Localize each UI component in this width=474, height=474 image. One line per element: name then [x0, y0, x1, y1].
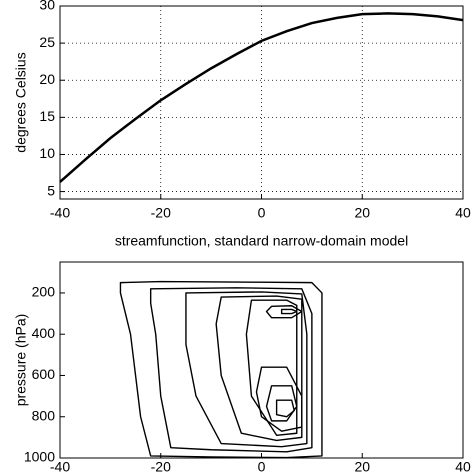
- contour-line: [265, 385, 298, 422]
- x-tick-label: 20: [354, 459, 370, 474]
- x-tick-label: -40: [50, 459, 70, 474]
- x-tick-label: -20: [151, 459, 171, 474]
- y-axis-label: pressure (hPa): [13, 314, 29, 407]
- y-tick-label: 30: [39, 0, 55, 13]
- contour-line: [275, 399, 295, 418]
- x-tick-label: 40: [455, 459, 471, 474]
- contour-line: [280, 308, 298, 315]
- y-axis-label: degrees Celsius: [13, 52, 29, 152]
- contour-line: [119, 280, 323, 459]
- x-tick-label: 40: [455, 205, 471, 221]
- y-tick-label: 15: [39, 108, 55, 124]
- contour-line: [185, 291, 308, 448]
- y-tick-label: 20: [39, 71, 55, 87]
- plot-area: [60, 262, 463, 458]
- contour-line: [245, 299, 298, 437]
- contour-line: [215, 295, 303, 442]
- y-tick-label: 25: [39, 34, 55, 50]
- y-tick-label: 10: [39, 145, 55, 161]
- x-tick-label: -20: [151, 205, 171, 221]
- contour-line: [265, 305, 303, 319]
- y-tick-label: 5: [47, 182, 55, 198]
- data-line: [59, 12, 464, 183]
- chart-title: streamfunction, standard narrow-domain m…: [115, 233, 408, 249]
- x-tick-label: 20: [354, 205, 370, 221]
- x-tick-label: 0: [258, 459, 266, 474]
- axes-box: [59, 5, 464, 200]
- x-tick-label: 0: [258, 205, 266, 221]
- contour-line: [149, 287, 313, 453]
- y-tick-label: 200: [32, 284, 56, 300]
- x-tick-label: -40: [50, 205, 70, 221]
- contour-line: [255, 366, 303, 432]
- y-tick-label: 800: [32, 407, 56, 423]
- y-tick-label: 400: [32, 325, 56, 341]
- y-tick-label: 1000: [24, 449, 55, 465]
- y-tick-label: 600: [32, 366, 56, 382]
